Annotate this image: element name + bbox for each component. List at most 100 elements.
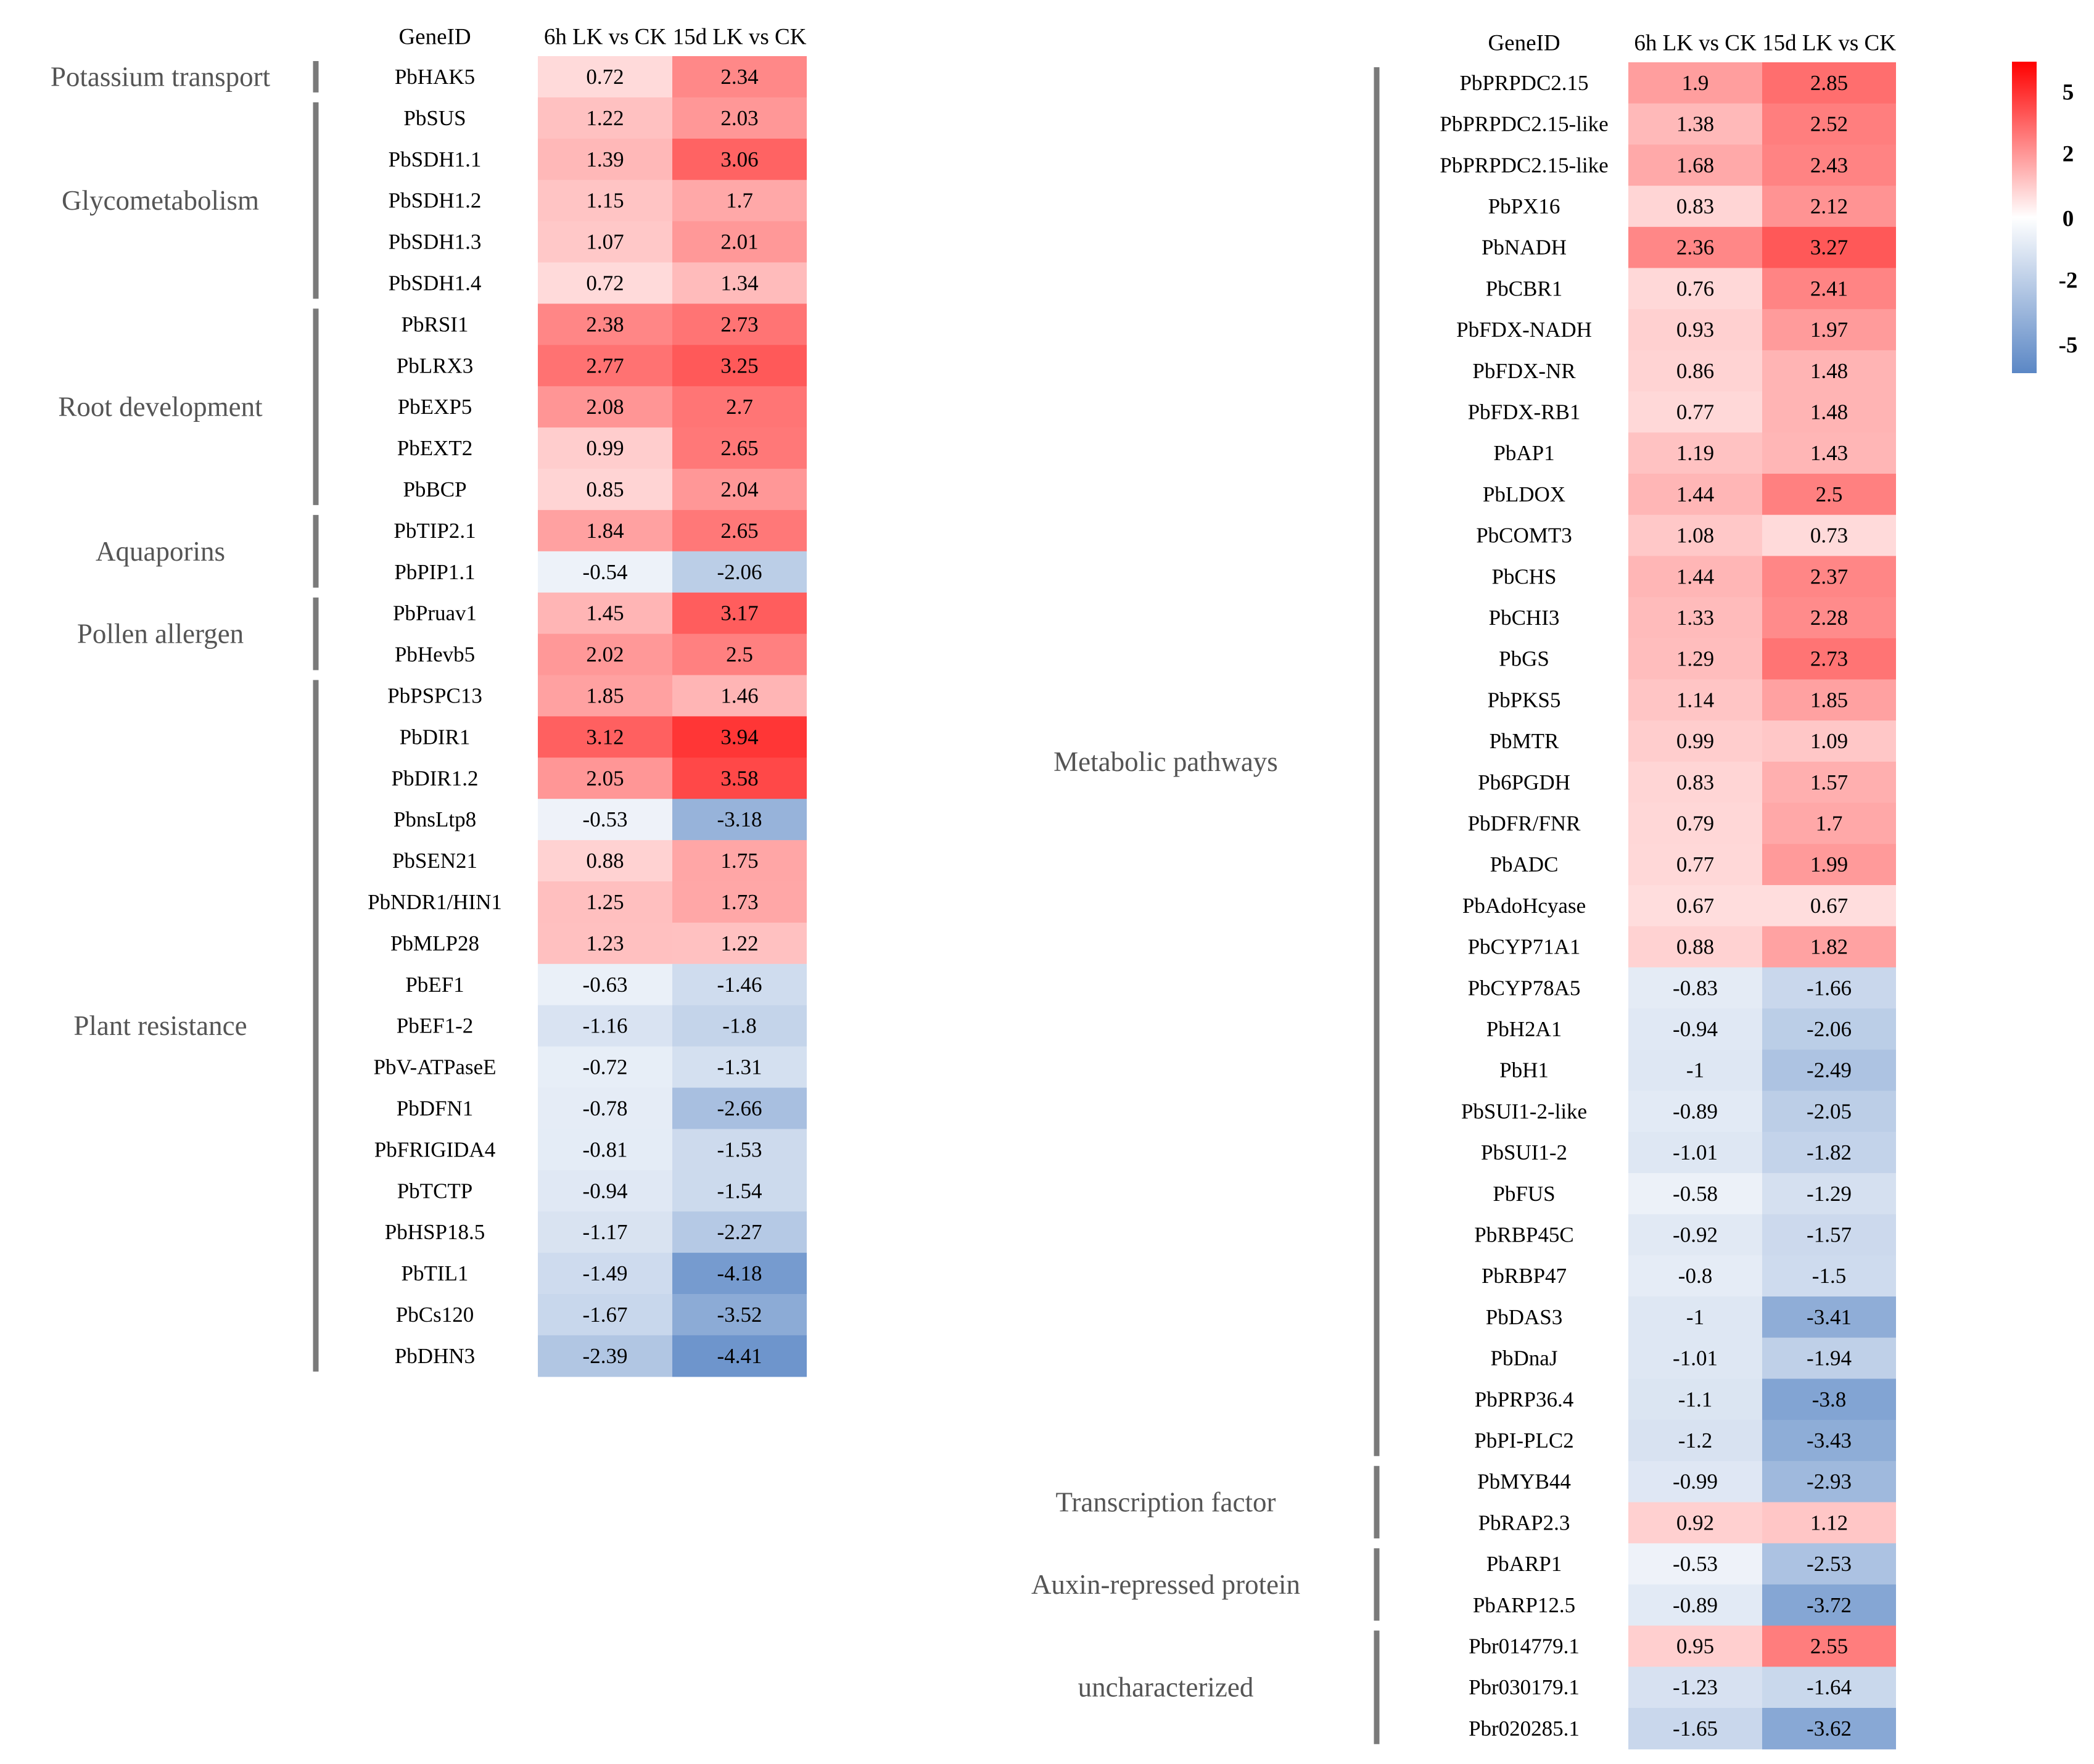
- heatmap-cell-15d: [672, 138, 807, 181]
- gene-label: PbDFN1: [397, 1096, 473, 1120]
- heatmap-cell-6h: [538, 386, 672, 428]
- gene-label: PbADC: [1490, 852, 1559, 876]
- heatmap-cell-15d: [1762, 1214, 1896, 1256]
- heatmap-cell-15d: [1762, 474, 1896, 516]
- gene-label: PbLRX3: [397, 353, 473, 377]
- gene-label: PbnsLtp8: [394, 807, 476, 831]
- gene-label: PbH1: [1499, 1058, 1549, 1082]
- cell-value-15d: -2.93: [1807, 1470, 1852, 1494]
- gene-label: PbCs120: [396, 1303, 474, 1327]
- cell-value-15d: 2.12: [1810, 194, 1848, 218]
- heatmap-cell-15d: [672, 551, 807, 593]
- column-header-15d: 15d LK vs CK: [673, 25, 807, 50]
- group-label: Transcription factor: [1055, 1487, 1276, 1518]
- cell-value-6h: 1.25: [586, 890, 624, 914]
- heatmap-cell-6h: [538, 303, 672, 345]
- gene-label: Pb6PGDH: [1478, 770, 1570, 794]
- gene-label: PbARP12.5: [1473, 1593, 1575, 1617]
- cell-value-6h: 1.9: [1682, 71, 1709, 95]
- heatmap-cell-6h: [1628, 1379, 1762, 1420]
- cell-value-6h: 1.15: [586, 189, 624, 213]
- gene-label: PbCYP78A5: [1468, 976, 1581, 1000]
- heatmap-cell-6h: [538, 633, 672, 676]
- heatmap-cell-15d: [672, 1170, 807, 1212]
- heatmap-cell-15d: [1762, 1132, 1896, 1174]
- legend-tick-label: -5: [2059, 333, 2078, 358]
- heatmap-cell-15d: [672, 221, 807, 263]
- cell-value-6h: 2.08: [586, 395, 624, 419]
- group-label: Potassium transport: [51, 62, 271, 93]
- gene-label: PbSDH1.1: [389, 147, 482, 171]
- cell-value-15d: 2.7: [726, 395, 753, 419]
- cell-value-15d: 2.01: [720, 230, 758, 254]
- heatmap-cell-6h: [1628, 350, 1762, 392]
- heatmap-cell-6h: [1628, 103, 1762, 145]
- cell-value-15d: 1.34: [720, 271, 758, 295]
- heatmap-cell-6h: [1628, 1214, 1762, 1256]
- heatmap-cell-6h: [1628, 62, 1762, 104]
- cell-value-15d: -2.27: [717, 1220, 762, 1244]
- heatmap-cell-15d: [1762, 350, 1896, 392]
- heatmap-cell-6h: [538, 262, 672, 304]
- legend-tick-label: 2: [2063, 142, 2074, 167]
- cell-value-6h: -0.94: [1673, 1017, 1718, 1041]
- heatmap-cell-6h: [1628, 1008, 1762, 1050]
- heatmap-cell-6h: [1628, 226, 1762, 269]
- gene-label: PbPRPDC2.15: [1459, 71, 1588, 95]
- heatmap-cell-15d: [672, 97, 807, 139]
- cell-value-15d: -1.5: [1812, 1264, 1846, 1288]
- heatmap-cell-15d: [672, 592, 807, 635]
- heatmap-cell-15d: [1762, 309, 1896, 351]
- heatmap-cell-6h: [538, 345, 672, 387]
- column-header-geneid: GeneID: [398, 25, 471, 50]
- cell-value-6h: 0.85: [586, 477, 624, 501]
- gene-label: PbTIP2.1: [394, 519, 476, 543]
- heatmap-cell-15d: [672, 757, 807, 799]
- cell-value-6h: 1.14: [1676, 688, 1714, 712]
- cell-value-6h: -0.94: [583, 1179, 628, 1203]
- gene-label: PbCYP71A1: [1468, 935, 1581, 959]
- group-label: Plant resistance: [73, 1010, 247, 1041]
- cell-value-6h: -0.78: [583, 1096, 628, 1120]
- heatmap-cell-6h: [538, 881, 672, 923]
- heatmap-cell-6h: [538, 221, 672, 263]
- cell-value-6h: 1.19: [1676, 441, 1714, 465]
- legend-tick-label: 0: [2063, 207, 2074, 232]
- cell-value-6h: 0.77: [1676, 852, 1714, 876]
- heatmap-cell-15d: [672, 1046, 807, 1089]
- heatmap-cell-15d: [1762, 432, 1896, 474]
- cell-value-6h: 0.95: [1676, 1634, 1714, 1658]
- heatmap-cell-6h: [1628, 720, 1762, 762]
- heatmap-cell-6h: [1628, 844, 1762, 886]
- gene-label: PbNADH: [1482, 236, 1567, 260]
- heatmap-cell-6h: [1628, 1667, 1762, 1708]
- cell-value-15d: 2.65: [720, 436, 758, 460]
- cell-value-6h: 1.23: [586, 931, 624, 955]
- cell-value-15d: 2.41: [1810, 276, 1848, 300]
- heatmap-cell-15d: [672, 881, 807, 923]
- cell-value-6h: 1.44: [1676, 564, 1714, 588]
- heatmap-cell-6h: [1628, 761, 1762, 804]
- heatmap-cell-15d: [1762, 1173, 1896, 1215]
- heatmap-cell-15d: [672, 179, 807, 222]
- heatmap-cell-6h: [538, 1335, 672, 1377]
- gene-label: PbFRIGIDA4: [374, 1137, 495, 1161]
- heatmap-cell-6h: [1628, 1337, 1762, 1379]
- cell-value-15d: -1.8: [722, 1014, 756, 1038]
- cell-value-6h: 0.72: [586, 65, 624, 89]
- cell-value-15d: 2.34: [720, 65, 758, 89]
- gene-label: PbSDH1.3: [389, 230, 482, 254]
- cell-value-15d: 3.06: [720, 147, 758, 171]
- gene-label: PbPruav1: [393, 601, 477, 625]
- cell-value-6h: -0.89: [1673, 1593, 1718, 1617]
- cell-value-6h: 2.02: [586, 643, 624, 667]
- heatmap-cell-15d: [672, 262, 807, 304]
- cell-value-6h: -0.53: [583, 807, 628, 831]
- heatmap-cell-6h: [538, 56, 672, 98]
- gene-label: PbLDOX: [1483, 482, 1565, 506]
- heatmap-cell-6h: [1628, 309, 1762, 351]
- heatmap-cell-6h: [1628, 1173, 1762, 1215]
- heatmap-cell-15d: [1762, 1090, 1896, 1132]
- heatmap-cell-6h: [538, 1170, 672, 1212]
